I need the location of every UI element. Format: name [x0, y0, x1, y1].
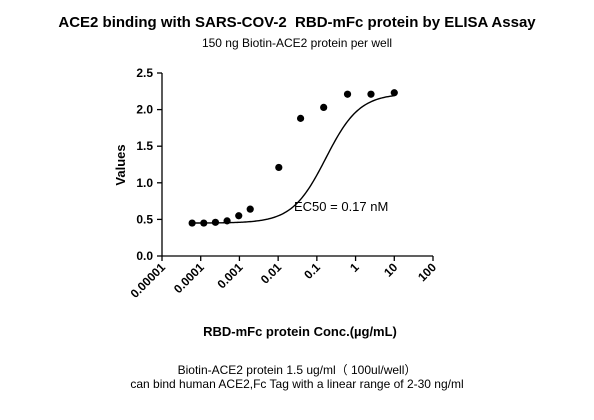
y-tick-label: 1.0 — [136, 176, 153, 190]
data-point — [200, 219, 208, 227]
data-point — [188, 219, 196, 227]
data-point — [320, 103, 328, 112]
x-tick-label: 100 — [415, 260, 439, 284]
ec50-annotation: EC50 = 0.17 nM — [294, 199, 388, 214]
x-axis-title: RBD-mFc protein Conc.(µg/mL) — [203, 324, 397, 339]
y-tick-label: 0.5 — [136, 212, 153, 226]
axes: 0.0 0.5 1.0 1.5 2.0 2.5 0.00001 0.0001 0.001 0.01… — [128, 66, 440, 301]
y-tick-label: 2.5 — [136, 66, 153, 80]
x-tick-label: 0.00001 — [128, 260, 169, 301]
x-tick-label: 0.001 — [214, 260, 245, 291]
data-point — [343, 90, 352, 98]
x-tick-label: 10 — [381, 260, 401, 280]
data-point — [211, 218, 220, 226]
y-tick-label: 2.0 — [136, 103, 153, 117]
data-point — [275, 163, 283, 172]
data-point — [390, 89, 398, 97]
data-point — [235, 212, 243, 220]
points-layer — [188, 89, 398, 227]
y-tick-label: 1.5 — [136, 139, 153, 153]
data-point — [296, 114, 305, 122]
y-axis-title: Values — [113, 144, 128, 185]
chart-title: ACE2 binding with SARS-COV-2 RBD-mFc pro… — [58, 14, 536, 31]
chart-subtitle: 150 ng Biotin-ACE2 protein per well — [201, 36, 393, 50]
data-point — [367, 90, 375, 98]
x-tick-label: 0.01 — [258, 260, 285, 287]
note-line-1: Biotin-ACE2 protein 1.5 ug/ml（ 100ul/wel… — [177, 363, 417, 377]
y-tick-label: 0.0 — [136, 249, 153, 263]
x-tick-label: 0.0001 — [171, 260, 207, 296]
x-tick-label: 1 — [347, 260, 362, 275]
x-tick-label: 0.1 — [301, 260, 323, 282]
data-point — [223, 217, 231, 225]
note-line-2: can bind human ACE2,Fc Tag with a linear… — [130, 377, 464, 391]
data-point — [246, 205, 254, 213]
